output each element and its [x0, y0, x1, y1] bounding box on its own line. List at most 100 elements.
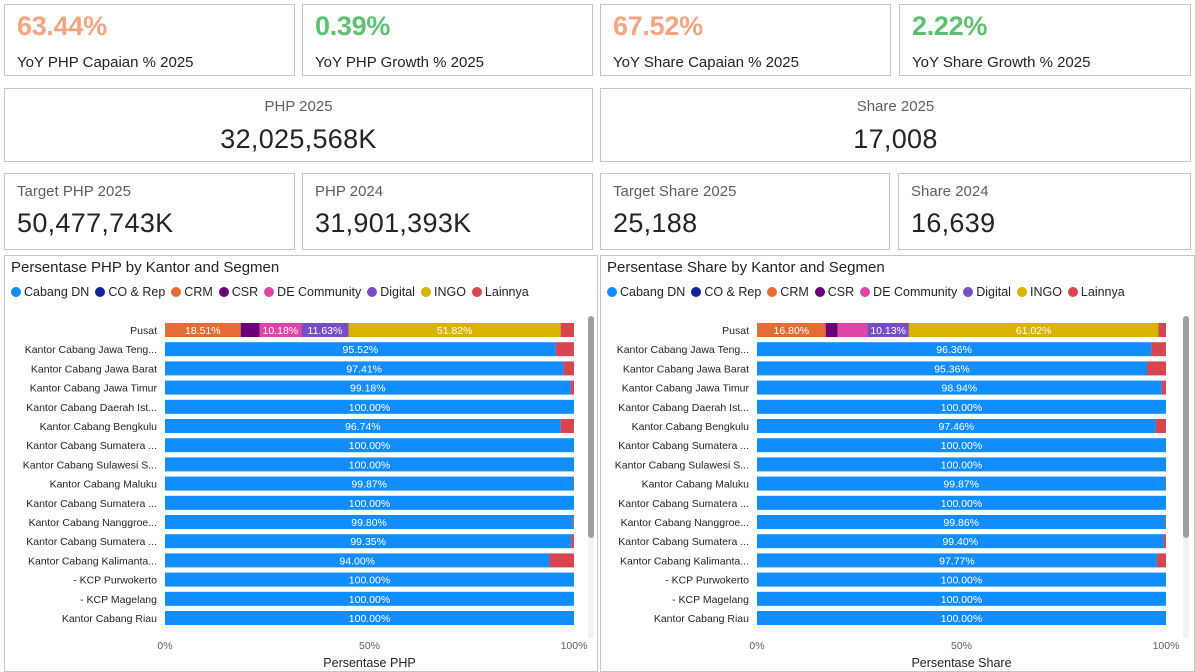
kpi-card-share-capaian[interactable]: 67.52% YoY Share Capaian % 2025 — [600, 4, 891, 76]
bar-segment[interactable] — [165, 457, 574, 472]
bar-segment[interactable] — [165, 495, 574, 510]
x-axis-title: Persentase Share — [911, 656, 1011, 670]
legend-item[interactable]: CO & Rep — [691, 285, 761, 299]
bar-segment[interactable] — [165, 323, 241, 337]
bar-segment[interactable] — [573, 515, 574, 529]
bar-segment[interactable] — [165, 572, 574, 587]
bar-segment[interactable] — [757, 457, 1166, 472]
bar-segment[interactable] — [757, 323, 826, 337]
bar-segment[interactable] — [757, 611, 1166, 625]
bar-segment[interactable] — [165, 591, 574, 606]
bar-segment[interactable] — [563, 361, 574, 376]
chart-panel-share[interactable]: Persentase Share by Kantor and Segmen Ca… — [600, 255, 1195, 672]
bar-segment[interactable] — [348, 323, 561, 337]
bar-segment[interactable] — [571, 534, 574, 549]
bar-segment[interactable] — [757, 515, 1166, 529]
legend-item[interactable]: Cabang DN — [11, 285, 89, 299]
card-share-2024[interactable]: Share 2024 16,639 — [898, 173, 1191, 250]
bar-segment[interactable] — [240, 323, 260, 337]
kpi-card-php-growth[interactable]: 0.39% YoY PHP Growth % 2025 — [302, 4, 593, 76]
bar-segment[interactable] — [757, 342, 1152, 357]
bar-segment[interactable] — [573, 476, 574, 491]
card-php-2025[interactable]: PHP 2025 32,025,568K — [4, 88, 593, 162]
bar-segment[interactable] — [757, 419, 1156, 433]
data-label: 100.00% — [349, 594, 390, 606]
card-php-2024[interactable]: PHP 2024 31,901,393K — [302, 173, 593, 250]
bar-segment[interactable] — [1158, 323, 1166, 337]
bar-segment[interactable] — [757, 572, 1166, 587]
legend-item[interactable]: CO & Rep — [95, 285, 165, 299]
legend-item[interactable]: CSR — [814, 285, 854, 299]
legend-item[interactable]: DE Community — [860, 285, 957, 299]
bar-segment[interactable] — [165, 342, 556, 357]
x-tick-label: 0% — [749, 640, 764, 652]
x-tick-label: 50% — [359, 640, 380, 652]
bar-segment[interactable] — [165, 611, 574, 625]
bar-segment[interactable] — [1163, 534, 1166, 549]
bar-segment[interactable] — [1151, 342, 1166, 357]
bar-segment[interactable] — [757, 361, 1148, 376]
bar-segment[interactable] — [165, 380, 571, 395]
bar-segment[interactable] — [757, 438, 1166, 453]
bar-segment[interactable] — [165, 361, 564, 376]
bar-segment[interactable] — [549, 553, 574, 568]
card-share-2025[interactable]: Share 2025 17,008 — [600, 88, 1191, 162]
bar-segment[interactable] — [1165, 515, 1166, 529]
legend-item[interactable]: INGO — [1016, 285, 1062, 299]
data-label: 100.00% — [941, 498, 982, 510]
bar-segment[interactable] — [560, 419, 574, 433]
bar-segment[interactable] — [165, 553, 550, 568]
bar-segment[interactable] — [757, 591, 1166, 606]
legend-item[interactable]: Digital — [367, 285, 415, 299]
bar-chart-share[interactable]: Pusat 16.80% 10.13% 61.02% Kantor Cabang Jaw… — [601, 256, 1195, 672]
bar-segment[interactable] — [165, 534, 572, 549]
bar-segment[interactable] — [757, 495, 1166, 510]
legend-item[interactable]: INGO — [420, 285, 466, 299]
bar-segment[interactable] — [301, 323, 349, 337]
legend-item[interactable]: Lainnya — [471, 285, 529, 299]
legend-item[interactable]: Digital — [963, 285, 1011, 299]
bar-segment[interactable] — [560, 323, 574, 337]
chart-title: Persentase PHP by Kantor and Segmen — [11, 259, 280, 276]
bar-segment[interactable] — [1147, 361, 1166, 376]
bar-segment[interactable] — [908, 323, 1159, 337]
legend-item[interactable]: Cabang DN — [607, 285, 685, 299]
bar-segment[interactable] — [1156, 553, 1166, 568]
bar-segment[interactable] — [259, 323, 302, 337]
bar-segment[interactable] — [757, 476, 1166, 491]
bar-segment[interactable] — [867, 323, 909, 337]
legend-item[interactable]: DE Community — [264, 285, 361, 299]
bar-segment[interactable] — [555, 342, 574, 357]
bar-segment[interactable] — [1165, 476, 1166, 491]
legend-item[interactable]: CRM — [767, 285, 809, 299]
bar-segment[interactable] — [757, 534, 1164, 549]
bar-segment[interactable] — [165, 438, 574, 453]
chart-panel-php[interactable]: Persentase PHP by Kantor and Segmen Caba… — [4, 255, 598, 672]
scrollbar-thumb[interactable] — [588, 316, 594, 538]
card-target-php-2025[interactable]: Target PHP 2025 50,477,743K — [4, 173, 295, 250]
bar-segment[interactable] — [165, 419, 561, 433]
legend-item[interactable]: CRM — [171, 285, 213, 299]
bar-segment[interactable] — [165, 399, 574, 414]
bar-segment[interactable] — [570, 380, 574, 395]
bar-segment[interactable] — [165, 476, 574, 491]
bar-segment[interactable] — [757, 399, 1166, 414]
data-label: 10.13% — [870, 325, 906, 337]
scrollbar-thumb[interactable] — [1183, 316, 1189, 538]
category-label: Kantor Cabang Riau — [62, 613, 157, 625]
legend-label: Cabang DN — [24, 285, 90, 299]
bar-segment[interactable] — [757, 380, 1162, 395]
bar-segment[interactable] — [1161, 380, 1166, 395]
card-target-share-2025[interactable]: Target Share 2025 25,188 — [600, 173, 890, 250]
legend-item[interactable]: CSR — [218, 285, 258, 299]
bar-segment[interactable] — [837, 323, 868, 337]
bar-segment[interactable] — [825, 323, 838, 337]
bar-chart-php[interactable]: Pusat 18.51% 10.18% 11.63% 51.82% Kantor Caba… — [5, 256, 598, 672]
bar-segment[interactable] — [757, 553, 1157, 568]
legend-item[interactable]: Lainnya — [1067, 285, 1125, 299]
kpi-card-share-growth[interactable]: 2.22% YoY Share Growth % 2025 — [899, 4, 1191, 76]
card-value: 17,008 — [853, 124, 938, 154]
bar-segment[interactable] — [165, 515, 574, 529]
kpi-card-php-capaian[interactable]: 63.44% YoY PHP Capaian % 2025 — [4, 4, 295, 76]
bar-segment[interactable] — [1155, 419, 1166, 433]
